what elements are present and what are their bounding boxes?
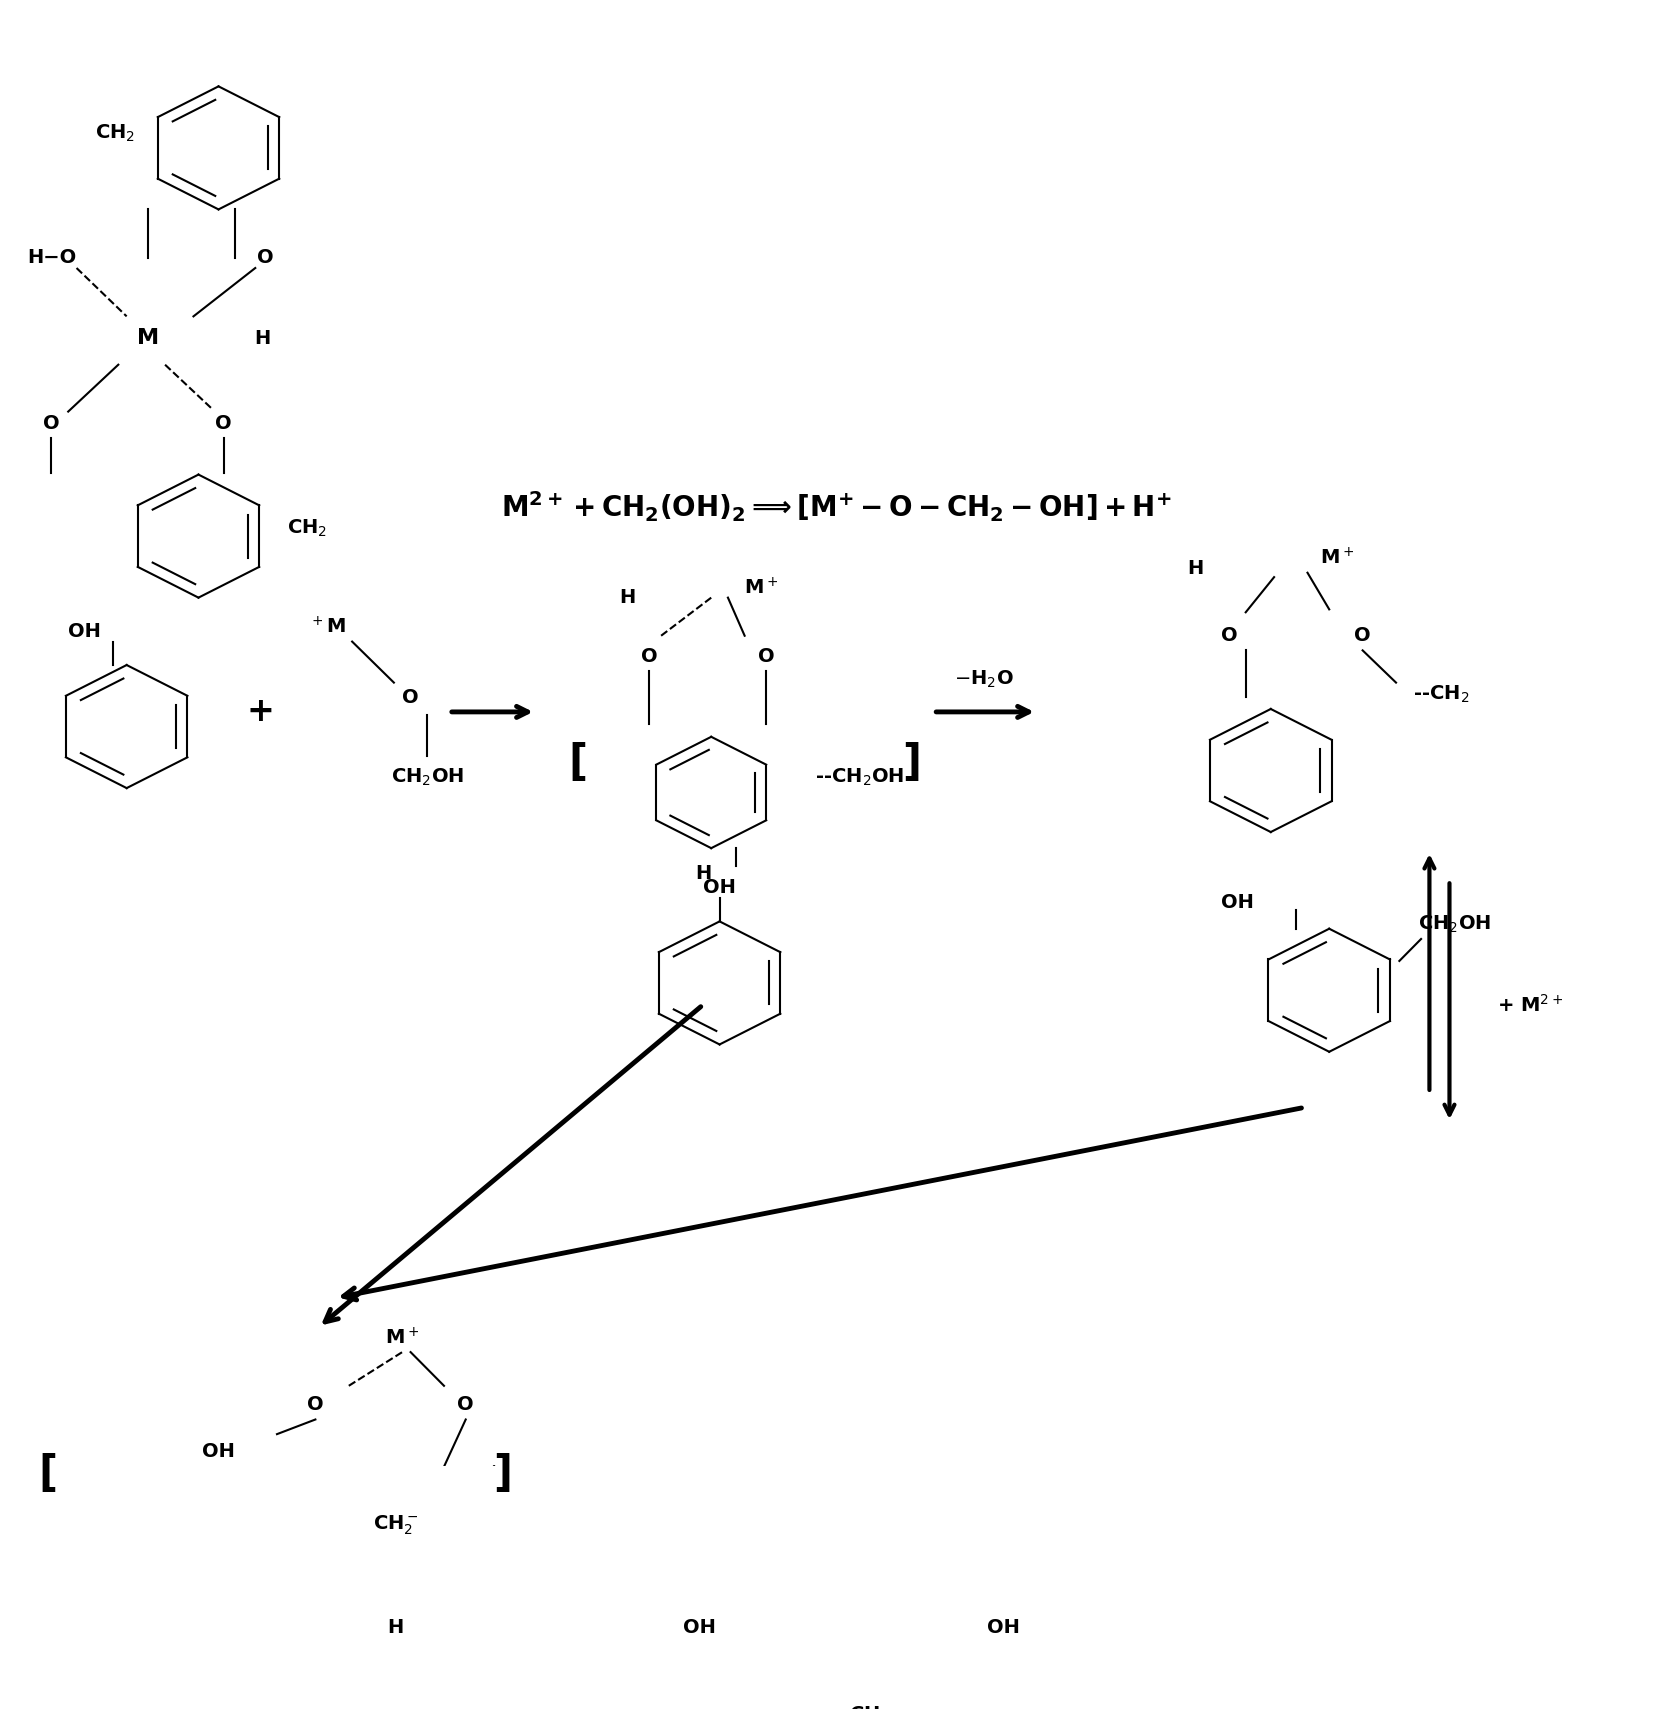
Text: OH: OH <box>703 878 736 897</box>
Text: [: [ <box>569 742 587 784</box>
Text: --CH$_2$: --CH$_2$ <box>1412 684 1469 706</box>
Text: $^+$M: $^+$M <box>308 617 346 637</box>
Text: H: H <box>694 863 711 882</box>
Text: $\mathbf{M^{2+}+CH_2(OH)_2 \Longrightarrow [M^{+}-O-CH_2-OH]+H^{+}}$: $\mathbf{M^{2+}+CH_2(OH)_2 \Longrightarr… <box>502 489 1171 525</box>
Text: +: + <box>246 696 274 728</box>
Text: O: O <box>758 646 775 667</box>
Text: O: O <box>308 1395 323 1415</box>
Text: OH: OH <box>1221 892 1253 913</box>
Text: O: O <box>402 687 418 708</box>
Text: H: H <box>254 328 269 349</box>
Text: H: H <box>1188 559 1203 578</box>
Text: OH: OH <box>683 1618 716 1637</box>
Text: H: H <box>388 1618 403 1637</box>
Text: O: O <box>216 414 233 432</box>
Text: OH: OH <box>987 1618 1021 1637</box>
Text: O: O <box>1355 625 1370 646</box>
Text: O: O <box>641 646 657 667</box>
Text: O: O <box>258 248 274 267</box>
Text: M: M <box>137 328 159 349</box>
Text: --CH$_2$OH: --CH$_2$OH <box>815 767 903 788</box>
Text: CH$_2$OH: CH$_2$OH <box>1419 914 1491 935</box>
Text: CH$_2$OH: CH$_2$OH <box>391 767 463 788</box>
Text: M$^+$: M$^+$ <box>385 1326 420 1348</box>
Text: OH: OH <box>202 1442 234 1461</box>
Text: CH$_2$: CH$_2$ <box>95 123 136 144</box>
Text: + M$^{2+}$: + M$^{2+}$ <box>1497 995 1563 1015</box>
Text: M$^+$: M$^+$ <box>744 576 778 598</box>
Text: CH$_2^-$: CH$_2^-$ <box>373 1512 418 1536</box>
Text: M$^+$: M$^+$ <box>1320 547 1355 569</box>
Text: ]: ] <box>902 742 922 784</box>
Text: CH$_2$: CH$_2$ <box>288 518 328 540</box>
Text: [: [ <box>38 1453 57 1495</box>
Text: H−O: H−O <box>27 248 75 267</box>
Text: O: O <box>1221 625 1238 646</box>
Text: O: O <box>457 1395 473 1415</box>
Text: O: O <box>43 414 60 432</box>
Text: H: H <box>619 588 636 607</box>
Text: ]: ] <box>494 1453 512 1495</box>
Text: OH: OH <box>69 622 102 641</box>
Text: $-$H$_2$O: $-$H$_2$O <box>954 668 1014 690</box>
Text: --CH$_2$--: --CH$_2$-- <box>833 1706 907 1709</box>
